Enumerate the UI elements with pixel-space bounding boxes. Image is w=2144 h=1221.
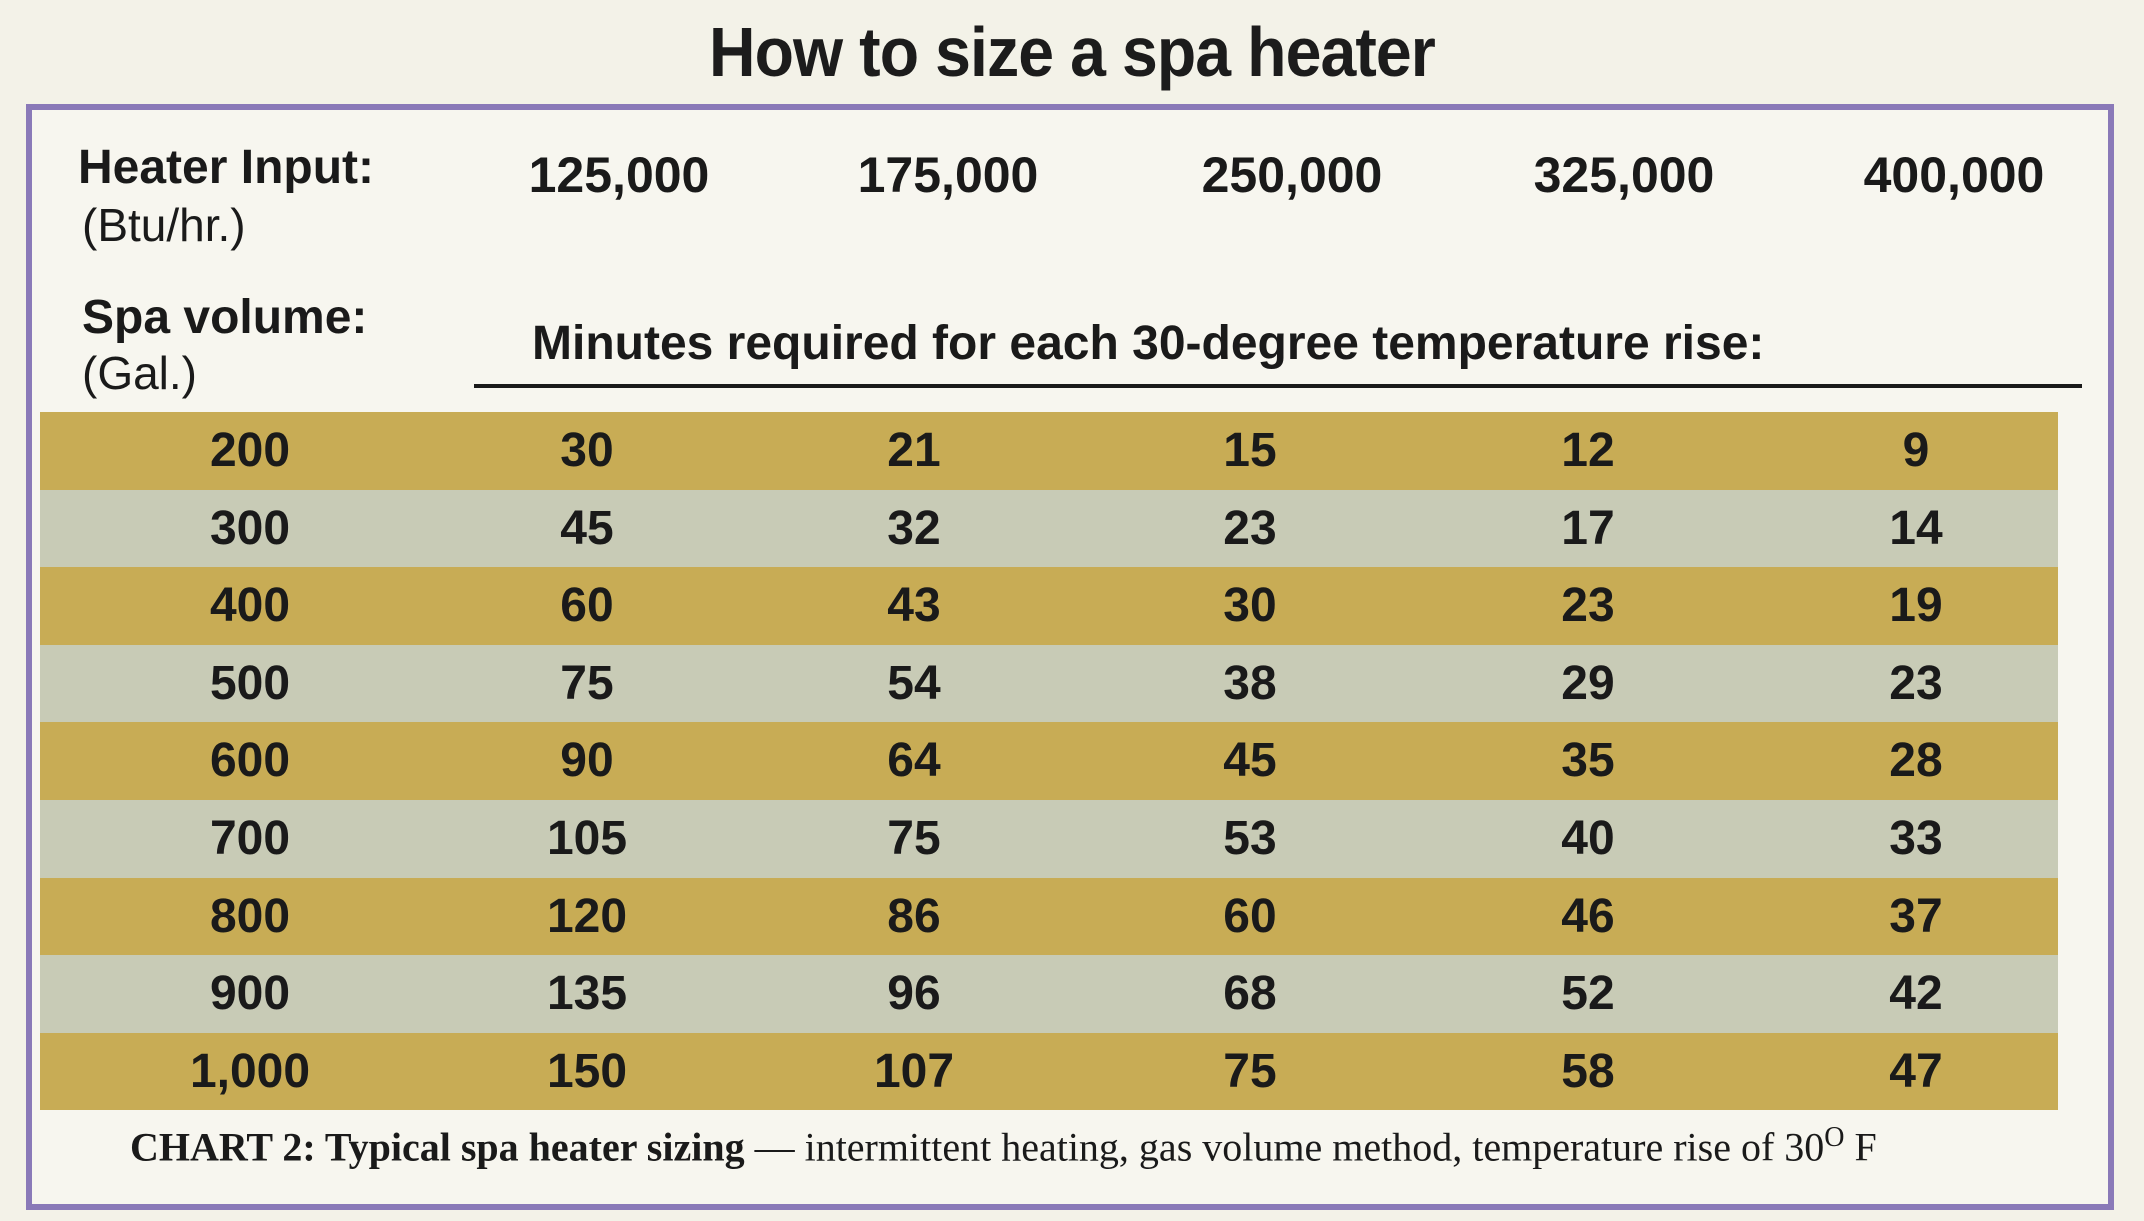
table-row: 500 75 54 38 29 23 xyxy=(40,644,2058,723)
spa-volume-cell: 1,000 xyxy=(189,1044,311,1098)
minutes-cell: 9 xyxy=(1902,424,1930,477)
caption-text: — intermittent heating, gas volume metho… xyxy=(744,1124,1825,1170)
caption-lead: CHART 2: Typical spa heater sizing xyxy=(130,1124,745,1170)
minutes-cell: 12 xyxy=(1561,424,1615,477)
chart-caption: CHART 2: Typical spa heater sizing — int… xyxy=(130,1122,1877,1170)
minutes-cell: 86 xyxy=(887,889,941,943)
minutes-cell: 96 xyxy=(887,967,941,1021)
minutes-cell: 52 xyxy=(1561,967,1615,1021)
sizing-table: 200 30 21 15 12 9 300 45 32 23 17 14 400 60 43 30 23 19 50… xyxy=(40,412,2058,1111)
minutes-cell: 15 xyxy=(1223,424,1277,477)
minutes-cell: 30 xyxy=(560,424,614,477)
minutes-cell: 19 xyxy=(1889,579,1943,633)
spa-volume-cell: 500 xyxy=(209,656,291,710)
heading-rule xyxy=(474,384,2082,388)
minutes-cell: 47 xyxy=(1889,1044,1943,1098)
minutes-cell: 75 xyxy=(1223,1044,1277,1098)
heater-input-label: Heater Input: xyxy=(78,141,375,194)
minutes-cell: 33 xyxy=(1889,811,1943,865)
minutes-cell: 60 xyxy=(1223,889,1277,943)
minutes-cell: 14 xyxy=(1889,501,1943,555)
minutes-cell: 32 xyxy=(887,501,941,555)
page-title: How to size a spa heater xyxy=(709,13,1436,91)
minutes-cell: 46 xyxy=(1561,889,1615,943)
minutes-cell: 120 xyxy=(546,889,628,943)
minutes-cell: 29 xyxy=(1561,656,1615,710)
minutes-cell: 42 xyxy=(1889,967,1943,1021)
minutes-cell: 37 xyxy=(1889,889,1943,943)
minutes-cell: 28 xyxy=(1889,734,1943,788)
minutes-cell: 40 xyxy=(1561,811,1615,865)
minutes-cell: 23 xyxy=(1561,579,1615,633)
heater-input-value: 250,000 xyxy=(1201,147,1383,203)
table-row: 700 105 75 53 40 33 xyxy=(40,799,2058,878)
minutes-cell: 30 xyxy=(1223,579,1277,633)
minutes-cell: 105 xyxy=(546,811,628,865)
table-row: 400 60 43 30 23 19 xyxy=(40,567,2058,645)
minutes-cell: 60 xyxy=(560,579,614,633)
minutes-cell: 75 xyxy=(560,656,614,710)
minutes-cell: 17 xyxy=(1561,501,1615,555)
heater-input-value: 125,000 xyxy=(528,147,710,203)
minutes-cell: 23 xyxy=(1223,501,1277,555)
minutes-cell: 64 xyxy=(887,734,941,788)
minutes-cell: 35 xyxy=(1561,734,1615,788)
minutes-heading: Minutes required for each 30-degree temp… xyxy=(532,317,1765,370)
spa-volume-cell: 800 xyxy=(209,889,291,943)
heater-input-value: 325,000 xyxy=(1533,147,1715,203)
minutes-cell: 90 xyxy=(560,734,614,788)
minutes-cell: 21 xyxy=(887,424,941,477)
minutes-cell: 54 xyxy=(887,656,941,710)
spa-volume-cell: 400 xyxy=(209,579,291,633)
caption-degree: O xyxy=(1824,1122,1845,1153)
spa-volume-cell: 900 xyxy=(209,967,291,1021)
minutes-cell: 23 xyxy=(1889,656,1943,710)
minutes-cell: 38 xyxy=(1223,656,1277,710)
heater-input-value: 175,000 xyxy=(857,147,1039,203)
minutes-cell: 107 xyxy=(873,1044,955,1098)
chart-frame: Heater Input: (Btu/hr.) Spa volume: (Gal… xyxy=(26,104,2114,1210)
spa-volume-label: Spa volume: xyxy=(82,291,368,344)
heater-input-value: 400,000 xyxy=(1863,147,2045,203)
heater-input-unit: (Btu/hr.) xyxy=(82,199,246,251)
table-row: 900 135 96 68 52 42 xyxy=(40,955,2058,1033)
spa-volume-cell: 700 xyxy=(209,811,291,865)
table-row: 300 45 32 23 17 14 xyxy=(40,489,2058,568)
minutes-cell: 150 xyxy=(546,1044,628,1098)
minutes-cell: 68 xyxy=(1223,967,1277,1021)
minutes-cell: 53 xyxy=(1223,811,1277,865)
minutes-cell: 135 xyxy=(546,967,628,1021)
table-row: 800 120 86 60 46 37 xyxy=(40,877,2058,956)
spa-volume-cell: 600 xyxy=(209,734,291,788)
spa-volume-cell: 200 xyxy=(209,424,291,477)
minutes-cell: 58 xyxy=(1561,1044,1615,1098)
minutes-cell: 45 xyxy=(1223,734,1277,788)
minutes-cell: 75 xyxy=(887,811,941,865)
table-row: 600 90 64 45 35 28 xyxy=(40,722,2058,800)
spa-volume-cell: 300 xyxy=(209,501,291,555)
table-row: 200 30 21 15 12 9 xyxy=(40,412,2058,490)
minutes-cell: 45 xyxy=(560,501,614,555)
minutes-cell: 43 xyxy=(887,579,941,633)
caption-unit: F xyxy=(1844,1124,1877,1170)
table-row: 1,000 150 107 75 58 47 xyxy=(40,1032,2058,1111)
spa-volume-unit: (Gal.) xyxy=(82,347,197,399)
